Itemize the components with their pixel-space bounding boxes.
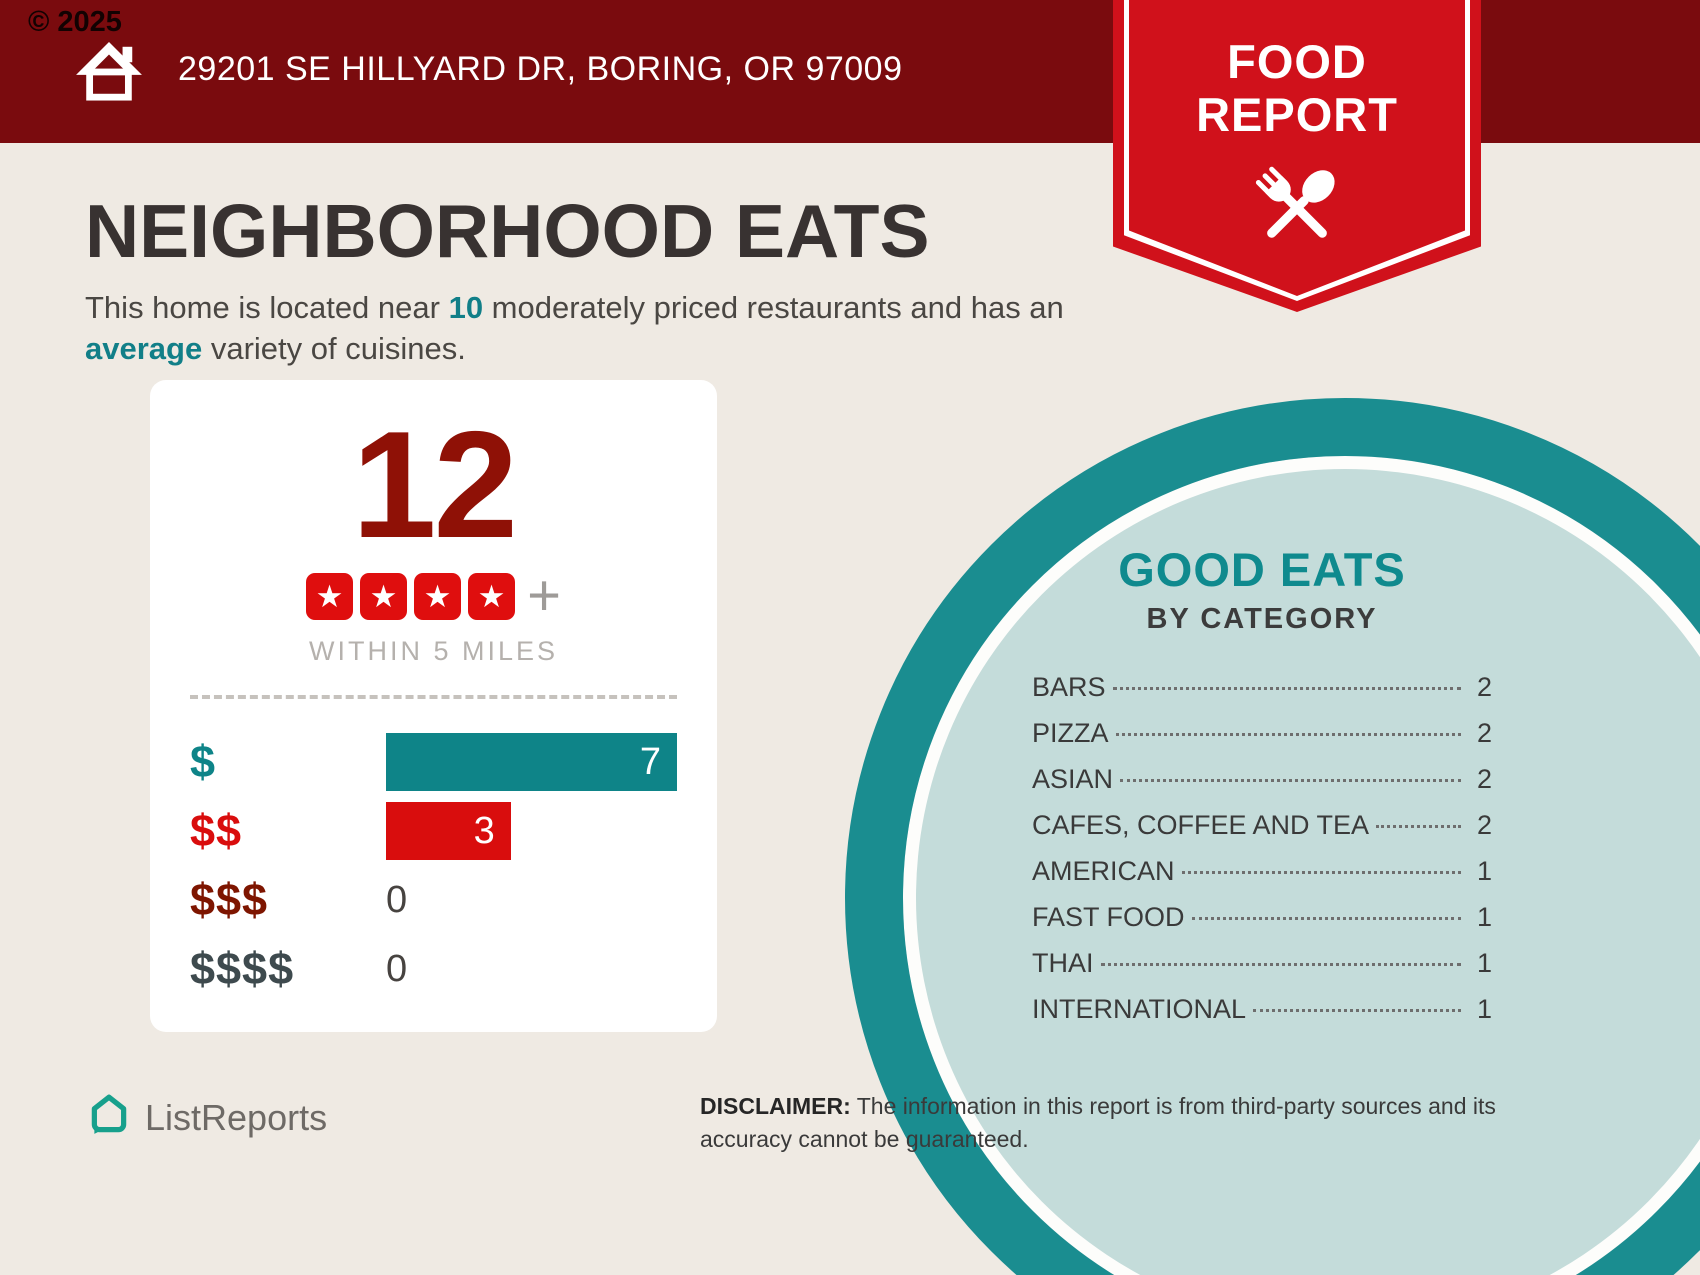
list-item: BARS 2 bbox=[1032, 672, 1492, 703]
dot-leader bbox=[1253, 1009, 1461, 1012]
restaurant-count-inline: 10 bbox=[448, 290, 484, 325]
dot-leader bbox=[1100, 963, 1461, 966]
category-label: INTERNATIONAL bbox=[1032, 994, 1247, 1024]
star-icon bbox=[468, 573, 516, 621]
dot-leader bbox=[1191, 917, 1461, 920]
ribbon-title-line1: FOOD bbox=[1227, 35, 1367, 88]
bar-track: 0 bbox=[386, 940, 677, 998]
dot-leader bbox=[1181, 871, 1461, 874]
star-icon bbox=[360, 573, 408, 621]
category-count: 2 bbox=[1476, 718, 1492, 748]
disclaimer-label: DISCLAIMER: bbox=[700, 1093, 851, 1119]
star-rating bbox=[306, 573, 516, 621]
category-count: 2 bbox=[1476, 764, 1492, 794]
category-count: 2 bbox=[1476, 810, 1492, 840]
page-title: NEIGHBORHOOD EATS bbox=[85, 189, 930, 273]
bar-track: 7 bbox=[386, 733, 677, 792]
crossed-utensils-icon bbox=[1113, 151, 1481, 266]
variety-rating-inline: average bbox=[85, 331, 203, 367]
dot-leader bbox=[1376, 825, 1461, 828]
list-item: CAFES, COFFEE AND TEA 2 bbox=[1032, 810, 1492, 841]
price-tier-label: $ bbox=[190, 736, 217, 788]
category-count: 1 bbox=[1476, 948, 1492, 978]
list-item: INTERNATIONAL 1 bbox=[1032, 994, 1492, 1025]
house-icon bbox=[74, 40, 144, 107]
good-eats-title: GOOD EATS bbox=[1118, 543, 1406, 596]
category-count: 2 bbox=[1476, 672, 1492, 702]
list-item: THAI 1 bbox=[1032, 948, 1492, 979]
category-label: FAST FOOD bbox=[1032, 902, 1185, 932]
list-item: FAST FOOD 1 bbox=[1032, 902, 1492, 933]
ribbon-title-line2: REPORT bbox=[1196, 87, 1398, 141]
disclaimer-body: The information in this report is from t… bbox=[700, 1093, 1496, 1152]
dot-leader bbox=[1112, 687, 1461, 690]
ribbon-inner bbox=[1129, 0, 1465, 296]
category-label: PIZZA bbox=[1032, 718, 1109, 748]
price-bar: 0 bbox=[386, 871, 677, 929]
bar-value: 0 bbox=[386, 947, 408, 990]
star-icon bbox=[306, 573, 354, 621]
price-bar: 0 bbox=[386, 940, 677, 998]
good-eats-panel: GOOD EATS BY CATEGORY BARS 2 PIZZA 2 ASIAN… bbox=[1032, 542, 1492, 1040]
star-icon bbox=[414, 573, 462, 621]
plus-sign: + bbox=[527, 563, 561, 629]
price-bar: 7 bbox=[386, 733, 677, 792]
star-rating-row: + bbox=[190, 563, 677, 629]
summary-sentence: This home is located near 10 moderately … bbox=[85, 287, 1075, 369]
property-address: 29201 SE HILLYARD DR, BORING, OR 97009 bbox=[178, 50, 903, 88]
restaurant-stats-card: 12 + WITHIN 5 MILES $ 7 $$ 3 $$$ 0 $$$$ bbox=[150, 380, 717, 1032]
category-label: BARS bbox=[1032, 672, 1106, 702]
summary-pre: This home is located near bbox=[85, 290, 449, 325]
summary-mid: moderately priced restaurants and has an bbox=[483, 290, 1064, 325]
bar-value: 3 bbox=[473, 809, 495, 852]
brand-name: ListReports bbox=[145, 1096, 328, 1138]
category-list: BARS 2 PIZZA 2 ASIAN 2 CAFES, COFFEE AND TE… bbox=[1032, 672, 1492, 1025]
price-tier-label: $$$$ bbox=[190, 943, 295, 995]
price-bar-row: $$ 3 bbox=[190, 802, 677, 861]
listreports-logo-icon bbox=[86, 1092, 132, 1143]
dot-leader bbox=[1115, 733, 1461, 736]
bar-track: 3 bbox=[386, 802, 677, 861]
category-count: 1 bbox=[1476, 902, 1492, 932]
dot-leader bbox=[1120, 779, 1461, 782]
radius-label: WITHIN 5 MILES bbox=[308, 636, 559, 667]
category-label: AMERICAN bbox=[1032, 856, 1175, 886]
bar-track: 0 bbox=[386, 871, 677, 929]
category-label: THAI bbox=[1032, 948, 1094, 978]
price-bar-row: $$$$ 0 bbox=[190, 940, 677, 998]
ribbon-content: FOOD REPORT bbox=[1113, 0, 1481, 312]
summary-post: variety of cuisines. bbox=[202, 331, 466, 367]
list-item: ASIAN 2 bbox=[1032, 764, 1492, 795]
copyright-text: © 2025 bbox=[28, 6, 122, 38]
category-count: 1 bbox=[1476, 994, 1492, 1024]
bar-value: 0 bbox=[386, 878, 408, 921]
price-bar-row: $$$ 0 bbox=[190, 871, 677, 929]
category-label: ASIAN bbox=[1032, 764, 1114, 794]
list-item: PIZZA 2 bbox=[1032, 718, 1492, 749]
dashed-divider bbox=[190, 695, 677, 700]
price-bar: 3 bbox=[386, 802, 511, 861]
price-bar-row: $ 7 bbox=[190, 733, 677, 792]
listreports-brand: ListReports bbox=[86, 1092, 327, 1143]
price-tier-label: $$ bbox=[190, 805, 243, 857]
category-count: 1 bbox=[1476, 856, 1492, 886]
list-item: AMERICAN 1 bbox=[1032, 856, 1492, 887]
food-report-ribbon: FOOD REPORT bbox=[1113, 0, 1481, 312]
bar-value: 7 bbox=[639, 740, 661, 783]
good-eats-subtitle: BY CATEGORY bbox=[1146, 603, 1378, 635]
price-tier-label: $$$ bbox=[190, 874, 269, 926]
category-label: CAFES, COFFEE AND TEA bbox=[1032, 810, 1370, 840]
restaurant-count: 12 bbox=[351, 400, 518, 570]
disclaimer-text: DISCLAIMER: The information in this repo… bbox=[700, 1090, 1510, 1155]
